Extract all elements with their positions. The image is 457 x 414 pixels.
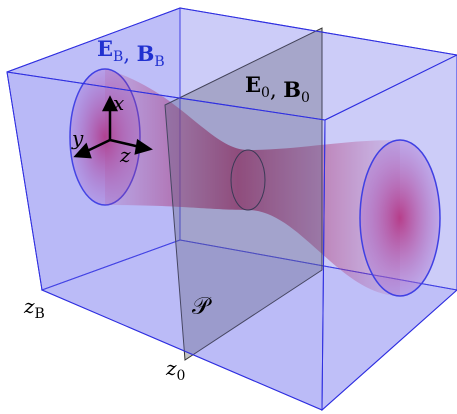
symbol: E (245, 72, 261, 97)
right-face (321, 54, 457, 412)
position-label: z0 (165, 356, 185, 384)
plane-field-label: E0, B0 (245, 72, 310, 106)
axis-z: z (119, 143, 131, 167)
symbol: z (23, 294, 35, 318)
beam-end (359, 139, 441, 297)
symbol: E (97, 36, 113, 61)
plane-label: 𝒫 (192, 292, 212, 320)
subscript: 0 (261, 85, 270, 101)
subscript: 0 (301, 90, 310, 106)
symbol: B (283, 77, 301, 102)
axes (73, 95, 153, 159)
subscript: B (35, 306, 45, 322)
beam (105, 69, 400, 296)
axis-x: x (113, 91, 124, 115)
subscript: B (154, 54, 164, 70)
subscript: B (113, 49, 123, 65)
axis-y: y (71, 126, 84, 150)
position-label: zB (23, 294, 45, 322)
plane (164, 27, 323, 361)
symbol: B (137, 41, 155, 66)
beam-waist (230, 149, 266, 211)
separator: , (270, 78, 283, 102)
separator: , (123, 42, 136, 66)
boundary-field-label: EB, BB (97, 36, 165, 70)
symbol: z (165, 356, 177, 380)
subscript: 0 (177, 368, 186, 384)
